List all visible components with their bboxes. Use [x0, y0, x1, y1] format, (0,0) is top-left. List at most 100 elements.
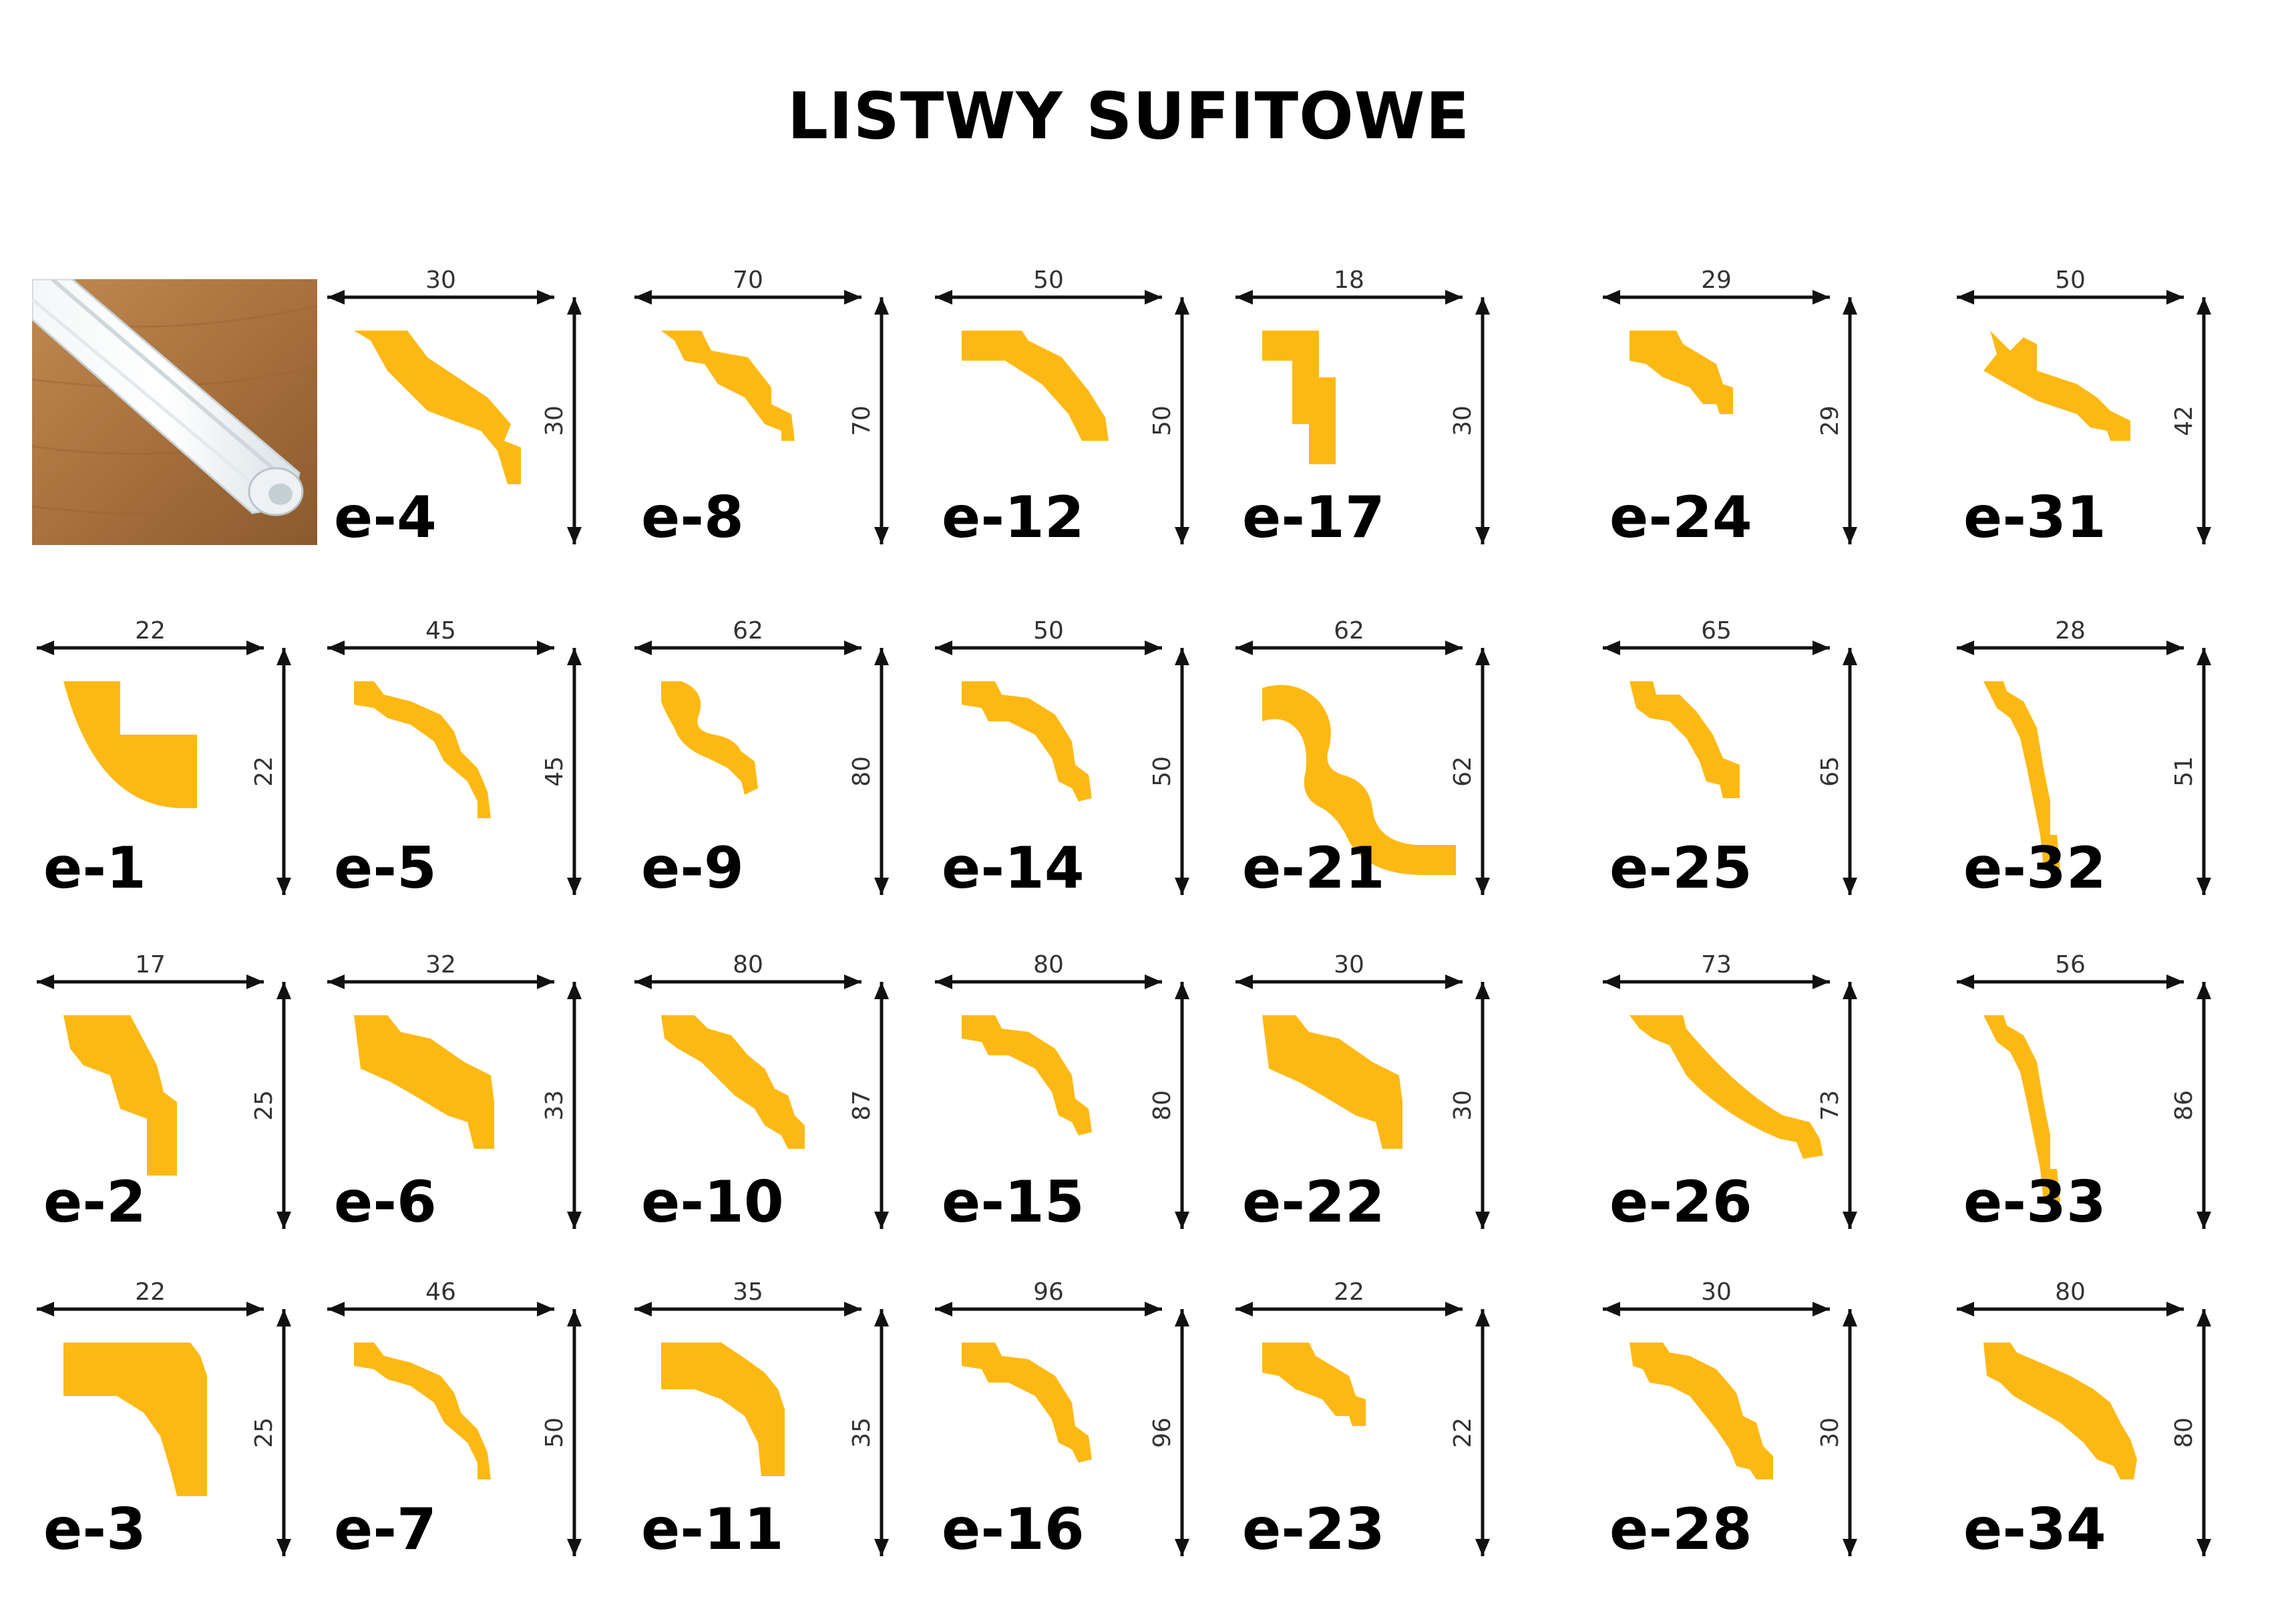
width-dimension-arrow — [634, 974, 862, 989]
profile-card: 46 50 e-7 — [314, 1269, 608, 1603]
height-dimension-arrow — [2196, 297, 2211, 544]
height-label: 50 — [541, 1417, 568, 1448]
profile-card: 62 80 e-9 — [621, 608, 915, 942]
profile-cross-section — [63, 681, 197, 808]
width-dimension-arrow — [1235, 641, 1463, 655]
profile-card: 50 50 e-12 — [922, 257, 1215, 591]
profile-drawing: 50 42 — [1957, 266, 2211, 544]
width-label: 17 — [135, 951, 166, 978]
profile-cross-section — [1262, 331, 1336, 464]
profile-card: 17 25 e-2 — [23, 942, 317, 1276]
height-dimension-arrow — [1475, 1309, 1490, 1556]
height-label: 35 — [848, 1417, 876, 1448]
profile-code: e-14 — [942, 835, 1085, 902]
profile-code: e-12 — [942, 484, 1085, 551]
width-label: 45 — [425, 617, 456, 645]
profile-card: 45 45 e-5 — [314, 608, 608, 942]
profile-drawing: 96 96 — [935, 1278, 1189, 1556]
height-dimension-arrow — [1475, 648, 1490, 895]
profile-card: 32 33 e-6 — [314, 942, 608, 1276]
profile-cross-section — [661, 1343, 785, 1476]
height-dimension-arrow — [874, 297, 889, 544]
profile-drawing: 30 30 — [1235, 951, 1490, 1229]
height-dimension-arrow — [874, 1309, 889, 1556]
profile-code: e-22 — [1242, 1169, 1385, 1236]
width-label: 80 — [733, 951, 763, 978]
profile-card: 96 96 e-16 — [922, 1269, 1215, 1603]
width-dimension-arrow — [37, 641, 264, 655]
profile-card: 65 65 e-25 — [1589, 608, 1883, 942]
profile-drawing: 80 80 — [1957, 1278, 2211, 1556]
width-dimension-arrow — [935, 290, 1162, 305]
profile-cross-section — [354, 331, 521, 484]
profile-drawing: 46 50 — [327, 1278, 582, 1556]
height-dimension-arrow — [567, 297, 582, 544]
height-label: 80 — [1149, 1090, 1176, 1121]
profile-cross-section — [1983, 681, 2060, 868]
height-label: 33 — [541, 1090, 568, 1121]
width-label: 50 — [1033, 617, 1064, 645]
width-label: 30 — [1334, 951, 1364, 978]
profile-code: e-33 — [1963, 1169, 2106, 1236]
profile-card: 18 30 e-17 — [1222, 257, 1516, 591]
width-label: 65 — [1701, 617, 1732, 645]
height-dimension-arrow — [2196, 1309, 2211, 1556]
width-label: 46 — [425, 1278, 456, 1306]
width-dimension-arrow — [1603, 290, 1830, 305]
profile-cross-section — [962, 331, 1109, 441]
profile-code: e-4 — [334, 484, 437, 551]
height-dimension-arrow — [276, 1309, 291, 1556]
height-label: 86 — [2170, 1090, 2198, 1121]
profile-code: e-2 — [43, 1169, 146, 1236]
width-label: 96 — [1033, 1278, 1064, 1306]
height-dimension-arrow — [2196, 982, 2211, 1229]
height-dimension-arrow — [1843, 297, 1857, 544]
profile-cross-section — [661, 331, 795, 441]
profile-drawing: 80 80 — [935, 951, 1189, 1229]
profile-code: e-6 — [334, 1169, 437, 1236]
profile-card: 70 70 e-8 — [621, 257, 915, 591]
height-dimension-arrow — [2196, 648, 2211, 895]
profile-cross-section — [354, 1343, 491, 1479]
height-label: 80 — [848, 756, 876, 787]
molding-photo — [32, 279, 317, 545]
profile-cross-section — [1262, 1343, 1366, 1426]
profile-code: e-32 — [1963, 835, 2106, 902]
height-dimension-arrow — [567, 1309, 582, 1556]
width-dimension-arrow — [1957, 641, 2184, 655]
height-dimension-arrow — [1175, 1309, 1189, 1556]
profile-code: e-9 — [641, 835, 744, 902]
profile-drawing: 22 25 — [37, 1278, 291, 1556]
height-label: 87 — [848, 1090, 876, 1121]
profile-cross-section — [354, 681, 491, 818]
profile-code: e-28 — [1609, 1496, 1752, 1563]
height-dimension-arrow — [874, 982, 889, 1229]
width-dimension-arrow — [1603, 974, 1830, 989]
profile-cross-section — [1630, 1015, 1823, 1159]
width-label: 56 — [2055, 951, 2086, 978]
profile-card: 73 73 e-26 — [1589, 942, 1883, 1276]
profile-code: e-31 — [1963, 484, 2106, 551]
profile-drawing: 50 50 — [935, 617, 1189, 895]
profile-code: e-26 — [1609, 1169, 1752, 1236]
width-label: 35 — [733, 1278, 763, 1306]
width-dimension-arrow — [327, 1302, 554, 1316]
width-label: 50 — [1033, 266, 1064, 294]
height-label: 25 — [250, 1090, 278, 1121]
profile-code: e-3 — [43, 1496, 146, 1563]
profile-drawing: 80 87 — [634, 951, 889, 1229]
width-dimension-arrow — [1957, 974, 2184, 989]
profile-cross-section — [661, 1015, 805, 1149]
width-label: 30 — [1701, 1278, 1732, 1306]
width-label: 32 — [425, 951, 456, 978]
profile-code: e-1 — [43, 835, 146, 902]
height-label: 22 — [1449, 1417, 1477, 1448]
width-dimension-arrow — [327, 641, 554, 655]
profile-card: 29 29 e-24 — [1589, 257, 1883, 591]
profile-code: e-7 — [334, 1496, 437, 1563]
profile-cross-section — [1983, 1015, 2060, 1202]
height-dimension-arrow — [567, 648, 582, 895]
profile-code: e-8 — [641, 484, 744, 551]
profile-card: 30 30 e-28 — [1589, 1269, 1883, 1603]
profile-card: 22 25 e-3 — [23, 1269, 317, 1603]
